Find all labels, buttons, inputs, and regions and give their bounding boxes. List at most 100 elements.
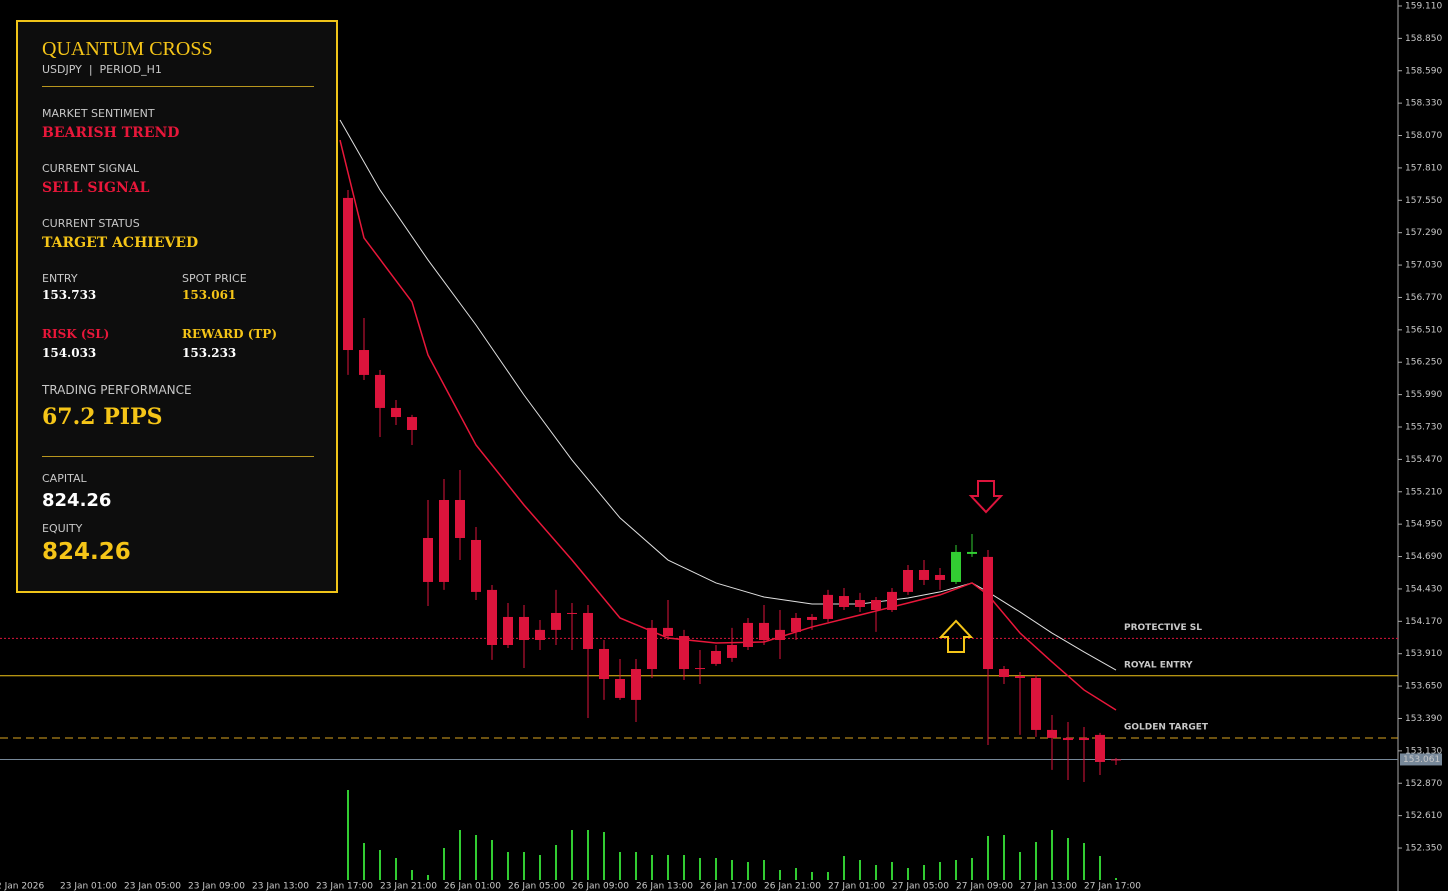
volume-bar [811, 872, 813, 880]
performance: 67.2 PIPS [42, 404, 163, 430]
label: SPOT PRICE [182, 272, 247, 285]
candle-body [855, 600, 865, 607]
x-tick-label: 26 Jan 09:00 [572, 882, 629, 891]
candle-body [567, 612, 577, 614]
volume-bar [475, 835, 477, 880]
x-tick-label: 26 Jan 13:00 [636, 882, 693, 891]
volume-bar [427, 875, 429, 880]
y-tick-label: 158.590 [1405, 66, 1442, 76]
value: BEARISH TREND [42, 125, 180, 141]
y-tick-label: 157.290 [1405, 228, 1442, 238]
candle-body [759, 622, 769, 641]
volume-bar [379, 850, 381, 880]
candle-body [551, 612, 561, 630]
candle-body [519, 616, 529, 641]
candle-body [359, 350, 369, 375]
volume-bar [1035, 842, 1037, 880]
moving-average [339, 139, 1117, 711]
label: REWARD (TP) [182, 327, 278, 341]
volume-bar [635, 852, 637, 880]
y-tick-label: 155.210 [1405, 487, 1442, 497]
value: 154.033 [42, 346, 97, 360]
x-tick-label: 23 Jan 17:00 [316, 882, 373, 891]
x-tick-label: 27 Jan 09:00 [956, 882, 1013, 891]
candle-body [791, 617, 801, 632]
candle-body [535, 629, 545, 641]
y-tick-label: 156.250 [1405, 358, 1442, 368]
y-tick-label: 159.110 [1405, 1, 1442, 11]
y-tick-label: 158.070 [1405, 131, 1442, 141]
candle-body [1095, 734, 1105, 762]
volume-bar [1019, 852, 1021, 880]
candle-body [983, 556, 993, 670]
y-tick-label: 156.510 [1405, 325, 1442, 335]
value: 153.733 [42, 288, 97, 302]
candle-body [631, 669, 641, 700]
equity: 824.26 [42, 539, 131, 565]
volume-bar [939, 862, 941, 880]
candle-body [663, 627, 673, 637]
volume-bar [907, 868, 909, 880]
buy-arrow [938, 619, 974, 653]
candle-body [487, 589, 497, 645]
candle-body [503, 616, 513, 645]
level-label: GOLDEN TARGET [1124, 723, 1209, 733]
volume-bar [651, 855, 653, 880]
x-tick-label: 26 Jan 21:00 [764, 882, 821, 891]
candle-body [471, 539, 481, 592]
candle-body [743, 622, 753, 647]
y-tick-label: 152.610 [1405, 811, 1442, 821]
candle-body [679, 636, 689, 670]
volume-bar [699, 858, 701, 880]
candle-body [647, 627, 657, 670]
info-panel: QUANTUM CROSS USDJPY | PERIOD_H1 MARKET … [16, 20, 338, 593]
candle-body [1047, 729, 1057, 738]
label: TRADING PERFORMANCE [42, 383, 192, 397]
candle-body [343, 197, 353, 351]
y-tick-label: 153.910 [1405, 649, 1442, 659]
y-tick-label: 153.390 [1405, 714, 1442, 724]
volume-bar [715, 858, 717, 880]
y-tick-label: 158.330 [1405, 99, 1442, 109]
y-tick-label: 155.990 [1405, 390, 1442, 400]
candle-body [1111, 759, 1121, 761]
y-tick-label: 158.850 [1405, 34, 1442, 44]
volume-bar [411, 870, 413, 880]
volume-bar [955, 860, 957, 880]
y-tick-label: 155.730 [1405, 423, 1442, 433]
volume-bar [827, 872, 829, 880]
candle-body [919, 570, 929, 580]
candle-body [967, 551, 977, 554]
y-tick-label: 156.770 [1405, 293, 1442, 303]
spot-label: 153.061 [1403, 755, 1440, 765]
volume-bar [459, 830, 461, 880]
volume-bar [363, 843, 365, 880]
volume-bar [1067, 838, 1069, 880]
volume-bar [587, 830, 589, 880]
x-tick-label: 27 Jan 13:00 [1020, 882, 1077, 891]
volume-bar [987, 836, 989, 880]
candle-body [951, 551, 961, 582]
value: 153.233 [182, 346, 237, 360]
y-tick-label: 152.350 [1405, 844, 1442, 854]
x-tick-label: 2 Jan 2026 [0, 882, 44, 891]
volume-bar [1083, 843, 1085, 880]
volume-bar [347, 790, 349, 880]
candle-body [887, 591, 897, 610]
candle-body [375, 374, 385, 408]
y-tick-label: 154.690 [1405, 552, 1442, 562]
volume-bar [603, 832, 605, 880]
label: CURRENT SIGNAL [42, 162, 140, 175]
volume-bar [667, 855, 669, 880]
candle-body [823, 594, 833, 619]
panel-subtitle: USDJPY | PERIOD_H1 [42, 63, 162, 76]
candle-body [775, 629, 785, 641]
y-tick-label: 157.810 [1405, 163, 1442, 173]
candle-body [423, 537, 433, 582]
volume-bar [891, 862, 893, 880]
volume-bar [555, 845, 557, 880]
volume-bar [875, 865, 877, 880]
spot-tag [1400, 753, 1442, 766]
volume-bar [683, 855, 685, 880]
